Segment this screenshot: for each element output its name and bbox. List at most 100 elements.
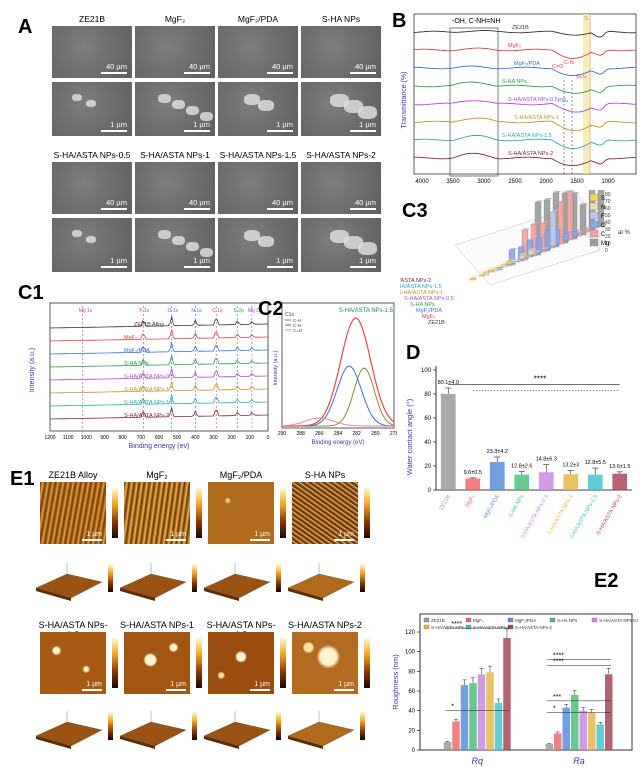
afm-image: 1 µm	[124, 632, 190, 694]
e2-bar	[579, 710, 587, 750]
c2-xtick-label: 286	[315, 431, 324, 437]
c2-ylabel: Intensity (a.u.)	[273, 350, 279, 385]
d-bar	[440, 393, 456, 490]
c2-frame	[281, 302, 395, 429]
xps-ylabel: Intensity (a.u.)	[29, 348, 36, 392]
sem-scale-bar	[184, 72, 210, 74]
c3-bar	[487, 270, 495, 273]
c3-legend-label: C	[601, 232, 606, 238]
d-category-label: S-HA NPs	[508, 494, 526, 519]
e2-legend: ZE21B MgF₂ MgF₂/PDA S-HA NPs S-HA/ASTA NPs-0…	[423, 617, 638, 630]
afm-scale-label: 1 µm	[254, 531, 270, 538]
xps-survey-chart: Intensity (a.u.) Binding energy (ev) Mg …	[29, 302, 270, 450]
e2-significance-label: ****	[451, 621, 462, 628]
ftir-peak-label: C-N	[564, 60, 574, 66]
sem-particle	[72, 230, 82, 237]
c3-ztick-label: 80	[605, 192, 611, 198]
xps-xtick-label: 700	[137, 435, 146, 441]
c3-bar-top	[541, 247, 549, 250]
afm-scale-bar	[82, 689, 102, 691]
afm-3d-surface	[203, 721, 271, 747]
sem-image: 40 µm	[218, 26, 298, 78]
c3-bar-top	[563, 231, 571, 234]
xps-series-label: S-HA/ASTA NPs-1.5	[124, 400, 174, 406]
c3-bar-top	[522, 228, 530, 230]
afm-3d-surface	[35, 573, 103, 599]
sem-scale-bar	[101, 72, 127, 74]
c3-ztick-label: 0	[605, 248, 608, 254]
e2-legend-label: ZE21B	[431, 618, 445, 623]
ftir-xtick-label: 1000	[601, 179, 615, 185]
e2-bar	[596, 724, 604, 750]
d-ytick-label: 60	[424, 416, 431, 422]
xps-peak-label: Mg 2s	[248, 308, 262, 314]
c3-bar	[496, 267, 504, 269]
e2-legend-label: S-HA/ASTA NPs-1.5	[473, 625, 514, 630]
ftir-series-line	[413, 65, 637, 76]
afm-colorbar	[364, 488, 370, 538]
c3-bar-top	[567, 190, 575, 192]
afm-3d-surface	[119, 721, 187, 747]
c3-bar	[562, 233, 570, 242]
c3-legend-swatch	[589, 238, 599, 247]
sem-scale-bar	[350, 72, 376, 74]
c2-xtick-label: 280	[371, 431, 380, 437]
afm-3d-view	[118, 708, 190, 750]
d-value-label: 13.6±1.5	[609, 464, 630, 470]
c2-envelope-curve	[282, 317, 395, 427]
e2-ytick-label: 0	[412, 748, 416, 754]
d-ytick-label: 100	[421, 368, 432, 374]
d-bars	[440, 387, 628, 490]
xps-peak-label: S 2p	[233, 308, 244, 314]
ftir-peak-label: PO₄	[558, 98, 569, 104]
c3-bar-top	[488, 268, 496, 271]
afm-scale-bar	[82, 539, 102, 541]
c2-xtick-label: 282	[352, 431, 361, 437]
afm-3d-svg	[119, 711, 187, 749]
e2-ytick-label: 60	[408, 689, 415, 695]
sem-image: 1 µm	[135, 218, 215, 272]
c3-bar-top	[497, 265, 505, 268]
panel-label-c1: C1	[18, 282, 44, 304]
sem-image: 40 µm	[301, 26, 381, 78]
c3-ztick-label: 50	[605, 213, 611, 219]
sem-image: 40 µm	[135, 26, 215, 78]
sem-image: 1 µm	[218, 82, 298, 136]
sem-scale-bar	[184, 208, 210, 210]
afm-caption: S-HA NPs	[304, 470, 346, 480]
roughness-chart: Roughness (nm) 120 100 80 60 40 20 0 ZE21B MgF₂…	[391, 613, 638, 766]
c3-sample-label: S-HA/ASTA NPs-1.5	[400, 284, 442, 290]
afm-3d-view	[202, 560, 274, 602]
c3-bar	[478, 275, 486, 277]
c3-bar-top	[535, 200, 543, 203]
sem-image: 1 µm	[301, 82, 381, 136]
ftir-xaxis: 4000 3500 3000 2500 2000 1500 1000	[415, 179, 615, 185]
c3-bar	[549, 212, 557, 247]
ftir-series-label: MgF₂/PDA	[514, 61, 540, 67]
e2-legend-label: MgF₂	[473, 618, 484, 623]
c3-bar-top	[550, 210, 558, 213]
sem-scale-label: 1 µm	[276, 120, 293, 129]
afm-scale-label: 1 µm	[338, 681, 354, 688]
afm-3d-svg	[287, 711, 355, 749]
afm-caption: MgF₂/PDA	[219, 470, 263, 480]
sem-particle	[172, 100, 185, 109]
xps-series-line	[50, 329, 268, 342]
c2-xaxis: 290 288 286 284 282 280 278	[278, 431, 397, 437]
d-value-label: 23.3±4.2	[487, 449, 508, 455]
sem-particle	[244, 94, 260, 105]
c3-legend-label: N	[601, 205, 605, 211]
e2-legend-swatch	[591, 617, 598, 623]
c3-bar-top	[531, 222, 539, 225]
afm-3d-svg	[35, 711, 103, 749]
xps-xtick-label: 900	[100, 435, 109, 441]
afm-image: 1 µm	[292, 482, 358, 544]
c3-ztick-label: 20	[605, 234, 611, 240]
c2-xtick-label: 278	[390, 431, 397, 437]
xps-xaxis: 1200 1100 1000 900 800 700 600 500 400 300 200 100 0	[44, 435, 269, 441]
e2-group-label: Rq	[471, 756, 483, 766]
sem-caption: S-HA/ASTA NPs-0.5	[53, 150, 131, 160]
ftir-series-line	[413, 47, 637, 59]
d-value-label: 13.2±3	[562, 463, 579, 469]
sem-scale-label: 40 µm	[272, 62, 293, 71]
